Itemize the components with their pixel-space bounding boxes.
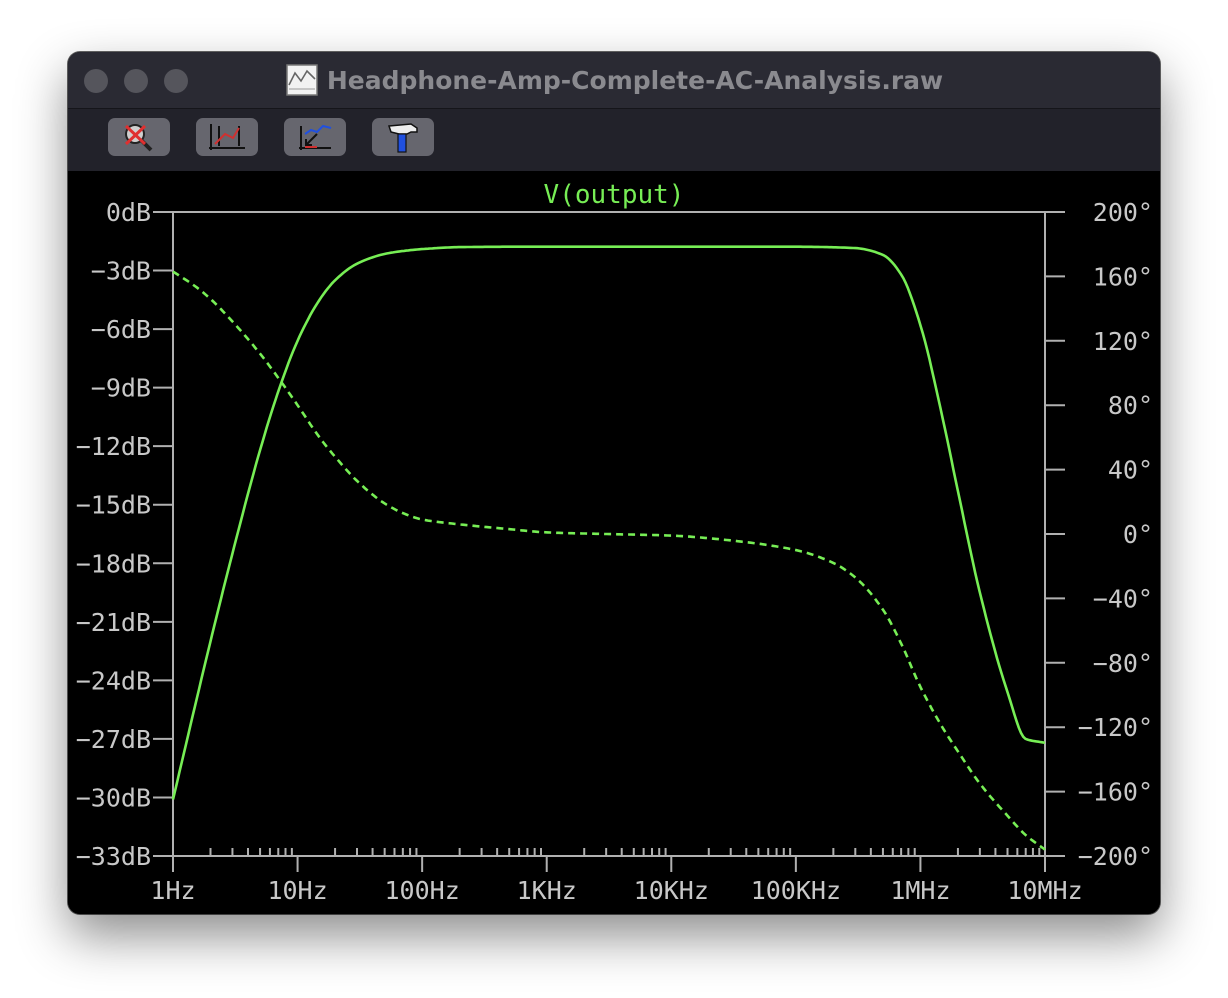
autorange-button[interactable] (196, 118, 258, 156)
hammer-button[interactable] (372, 118, 434, 156)
y-left-tick-label: −24dB (76, 666, 151, 695)
y-left-tick-label: −21dB (76, 608, 151, 637)
y-left-tick-label: −33dB (76, 842, 151, 871)
x-tick-label: 10Hz (267, 876, 327, 905)
zoom-cancel-icon (124, 124, 153, 152)
toolbar (68, 109, 1160, 171)
phase-trace (172, 270, 1046, 851)
zoom-back-button[interactable] (284, 118, 346, 156)
y-right-tick-label: 40° (1108, 456, 1153, 485)
title-bar: Headphone-Amp-Complete-AC-Analysis.raw (68, 52, 1160, 109)
y-right-tick-label: 80° (1108, 391, 1153, 420)
x-tick-label: 10KHz (634, 876, 709, 905)
x-tick-label: 1KHz (517, 876, 577, 905)
chart-title: V(output) (544, 180, 685, 210)
app-window: Headphone-Amp-Complete-AC-Analysis.raw (68, 52, 1160, 914)
y-right-tick-label: 120° (1093, 327, 1153, 356)
y-left-tick-label: −12dB (76, 432, 151, 461)
close-window-button[interactable] (84, 69, 108, 93)
minimize-window-button[interactable] (124, 69, 148, 93)
y-left-tick-label: −6dB (91, 315, 151, 344)
y-left-tick-label: 0dB (106, 198, 151, 227)
autorange-icon (209, 124, 245, 150)
plot-area: V(output) 1Hz 10Hz 100Hz 1KHz 10KHz 100KHz 1MH… (68, 171, 1160, 914)
y-left-tick-label: −9dB (91, 374, 151, 403)
window-title: Headphone-Amp-Complete-AC-Analysis.raw (326, 65, 944, 95)
y-left-tick-label: −15dB (76, 491, 151, 520)
y-right-tick-label: −120° (1078, 713, 1153, 742)
y-left-tick-label: −18dB (76, 549, 151, 578)
y-right-tick-label: −160° (1078, 778, 1153, 807)
y-right-tick-label: 160° (1093, 262, 1153, 291)
y-left-tick-label: −27dB (76, 725, 151, 754)
x-tick-label: 1Hz (150, 876, 195, 905)
y-right-tick-label: −40° (1093, 584, 1153, 613)
x-tick-label: 10MHz (1007, 876, 1082, 905)
x-tick-label: 100KHz (751, 876, 841, 905)
zoom-cancel-button[interactable] (108, 118, 170, 156)
y-left-tick-label: −30dB (76, 783, 151, 812)
x-tick-label: 1MHz (890, 876, 950, 905)
y-right-tick-label: 200° (1093, 198, 1153, 227)
x-tick-label: 100Hz (385, 876, 460, 905)
y-right-tick-label: 0° (1123, 520, 1153, 549)
y-right-tick-label: −80° (1093, 649, 1153, 678)
y-right-tick-label: −200° (1078, 842, 1153, 871)
y-left-tick-label: −3dB (91, 257, 151, 286)
magnitude-trace (171, 245, 1046, 800)
waveform-document-icon (286, 64, 318, 96)
hammer-icon (387, 123, 418, 153)
bode-plot[interactable]: V(output) 1Hz 10Hz 100Hz 1KHz 10KHz 100KHz 1MH… (68, 171, 1160, 914)
zoom-back-icon (299, 124, 332, 150)
zoom-window-button[interactable] (164, 69, 188, 93)
